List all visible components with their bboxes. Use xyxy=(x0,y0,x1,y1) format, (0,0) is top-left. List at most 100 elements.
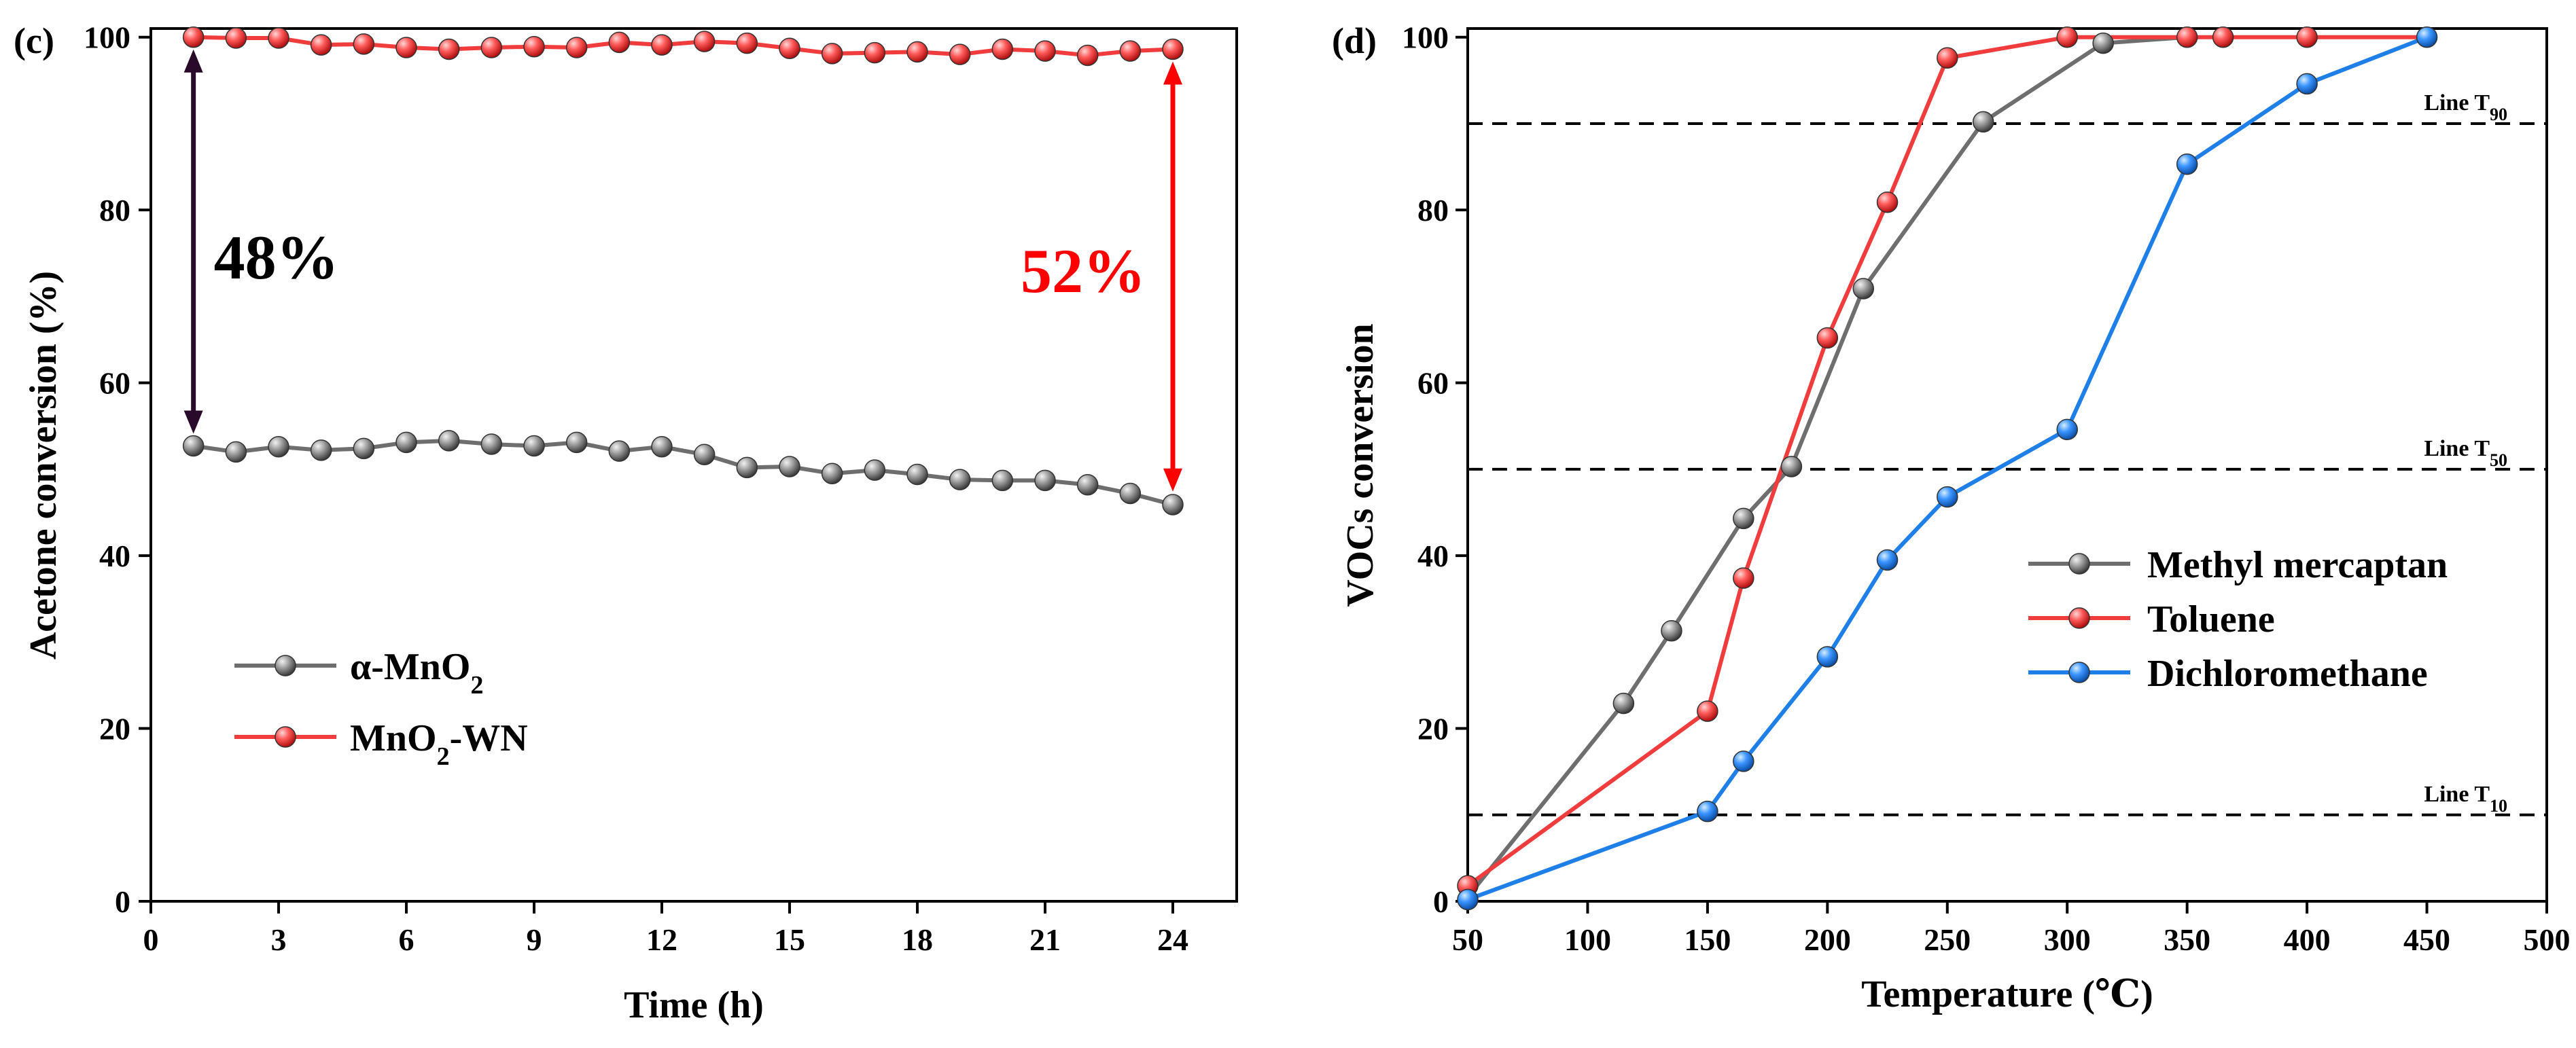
data-point xyxy=(821,43,843,65)
y-axis-title-c: Acetone conversion (%) xyxy=(22,271,65,659)
data-point xyxy=(1816,327,1839,349)
x-ticks-c: 0 3 6 9 12 15 18 21 24 xyxy=(143,901,1188,957)
series-line-methyl-mercaptan xyxy=(1466,35,2187,899)
y-ticks-c: 0 20 40 60 80 100 xyxy=(84,20,151,919)
reference-line-label: Line T10 xyxy=(2424,782,2507,816)
series-line-mno-wn xyxy=(193,35,1174,58)
x-tick-label: 3 xyxy=(271,922,287,957)
data-point xyxy=(736,32,758,54)
data-point xyxy=(1852,278,1875,300)
data-point xyxy=(353,33,375,55)
data-point xyxy=(651,436,673,458)
y-tick-label: 80 xyxy=(1417,193,1449,228)
y-tick-label: 0 xyxy=(1433,884,1449,919)
reference-line-label: Line T90 xyxy=(2424,90,2507,124)
x-tick-label: 500 xyxy=(2524,922,2571,957)
data-point xyxy=(353,437,375,460)
data-point xyxy=(1457,888,1479,911)
data-point xyxy=(310,34,332,56)
reference-lines-d: Line T90 Line T50 Line T10 xyxy=(1468,90,2547,816)
data-point xyxy=(268,27,289,49)
x-tick-label: 150 xyxy=(1684,922,1731,957)
data-point xyxy=(1937,47,1958,69)
y-tick-label: 60 xyxy=(99,366,130,401)
data-point xyxy=(1612,692,1635,715)
legend-label: Dichloromethane xyxy=(2147,653,2428,695)
arrow-head-up xyxy=(1163,61,1182,85)
x-tick-label: 450 xyxy=(2403,922,2450,957)
x-tick-label: 21 xyxy=(1029,922,1061,957)
series-line-dichloromethane xyxy=(1466,35,2428,902)
arrow-head-down xyxy=(1163,468,1182,492)
data-point xyxy=(523,435,545,457)
data-point xyxy=(1162,494,1184,516)
legend-swatch-marker xyxy=(2068,662,2090,683)
data-point xyxy=(779,456,800,477)
x-tick-label: 18 xyxy=(902,922,933,957)
data-point xyxy=(438,430,460,452)
data-point xyxy=(693,31,716,52)
data-point xyxy=(779,37,800,60)
legend-item-mno: α-MnO2 xyxy=(234,646,483,700)
data-point xyxy=(182,26,205,48)
x-tick-label: 300 xyxy=(2044,922,2091,957)
annotation-label: 52% xyxy=(1021,236,1146,306)
legend-item-mno-wn: MnO2-WN xyxy=(234,717,528,771)
y-tick-label: 60 xyxy=(1417,366,1449,401)
data-point xyxy=(480,433,503,455)
data-point xyxy=(565,431,588,454)
data-point xyxy=(1697,700,1718,722)
data-point xyxy=(2296,73,2318,95)
panel-label-d: (d) xyxy=(1332,20,1377,61)
data-point xyxy=(991,469,1014,492)
x-tick-label: 250 xyxy=(1924,922,1971,957)
legend-swatch-marker xyxy=(275,655,296,676)
data-point xyxy=(1876,191,1899,213)
y-tick-label: 20 xyxy=(99,712,130,746)
x-ticks-d: 50 100 150 200 250 300 350 400 450 500 xyxy=(1452,901,2571,957)
data-point xyxy=(693,444,716,465)
data-point xyxy=(1733,751,1754,772)
data-point xyxy=(395,431,417,454)
x-tick-label: 0 xyxy=(143,922,159,957)
data-point xyxy=(864,41,886,64)
y-tick-label: 80 xyxy=(99,193,130,228)
data-point xyxy=(565,37,588,58)
legend-swatch-marker xyxy=(275,726,296,748)
data-point xyxy=(1733,567,1754,589)
y-tick-label: 100 xyxy=(84,20,130,55)
y-tick-label: 0 xyxy=(115,884,130,919)
data-point xyxy=(1972,111,1994,133)
data-point xyxy=(736,456,758,479)
y-axis-title-d: VOCs conversion xyxy=(1339,323,1381,607)
y-tick-label: 40 xyxy=(99,539,130,573)
data-point xyxy=(2176,26,2198,48)
x-tick-label: 12 xyxy=(646,922,677,957)
arrow-head-down xyxy=(183,410,203,434)
data-point xyxy=(906,41,928,63)
y-tick-label: 20 xyxy=(1417,712,1449,746)
data-point xyxy=(991,38,1014,60)
legend-swatch-marker xyxy=(2068,607,2090,629)
series-group-d xyxy=(1457,26,2438,911)
x-tick-label: 350 xyxy=(2164,922,2210,957)
legend-label: α-MnO2 xyxy=(350,646,483,700)
x-tick-label: 200 xyxy=(1804,922,1851,957)
arrow-head-up xyxy=(183,49,203,73)
legend-item-dichloromethane: Dichloromethane xyxy=(2028,653,2428,695)
data-point xyxy=(949,469,971,490)
series-line-mno xyxy=(193,438,1174,507)
data-point xyxy=(1876,549,1899,571)
data-point xyxy=(182,435,205,457)
data-point xyxy=(651,34,673,56)
data-point xyxy=(1816,646,1839,668)
data-point xyxy=(2092,32,2114,54)
y-tick-label: 100 xyxy=(1402,20,1449,55)
data-point xyxy=(1937,486,1958,508)
data-point xyxy=(268,436,289,458)
legend-d: Methyl mercaptan Toluene Dichloromethane xyxy=(2028,544,2448,695)
plot-frame-d xyxy=(1466,27,2548,903)
plot-frame-c xyxy=(149,27,1238,903)
x-tick-label: 9 xyxy=(527,922,542,957)
chart-panel-c: (c) 0 3 6 9 12 15 18 21 24 0 20 40 60 80 100 48% 52% T… xyxy=(14,20,1238,1026)
